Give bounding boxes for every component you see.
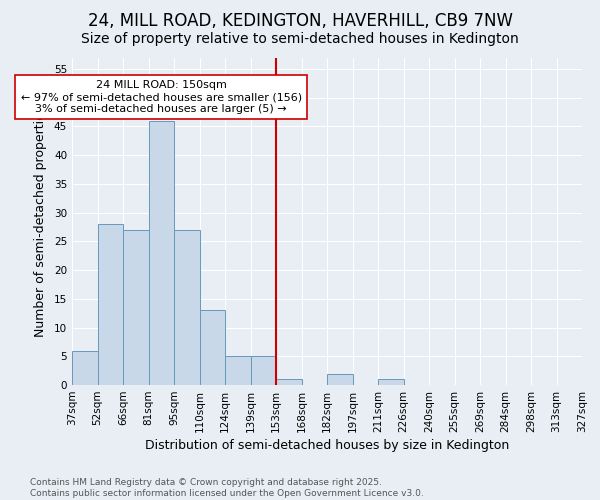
Text: 24, MILL ROAD, KEDINGTON, HAVERHILL, CB9 7NW: 24, MILL ROAD, KEDINGTON, HAVERHILL, CB9… <box>88 12 512 30</box>
Bar <box>327 374 353 385</box>
Bar <box>378 380 404 385</box>
Bar <box>149 120 174 385</box>
Bar <box>174 230 199 385</box>
Y-axis label: Number of semi-detached properties: Number of semi-detached properties <box>34 106 47 337</box>
Text: 24 MILL ROAD: 150sqm
← 97% of semi-detached houses are smaller (156)
3% of semi-: 24 MILL ROAD: 150sqm ← 97% of semi-detac… <box>20 80 302 114</box>
Bar <box>123 230 149 385</box>
Bar <box>225 356 251 385</box>
Bar <box>251 356 276 385</box>
X-axis label: Distribution of semi-detached houses by size in Kedington: Distribution of semi-detached houses by … <box>145 439 509 452</box>
Bar <box>97 224 123 385</box>
Bar <box>72 350 97 385</box>
Text: Contains HM Land Registry data © Crown copyright and database right 2025.
Contai: Contains HM Land Registry data © Crown c… <box>30 478 424 498</box>
Bar <box>199 310 225 385</box>
Text: Size of property relative to semi-detached houses in Kedington: Size of property relative to semi-detach… <box>81 32 519 46</box>
Bar <box>276 380 302 385</box>
